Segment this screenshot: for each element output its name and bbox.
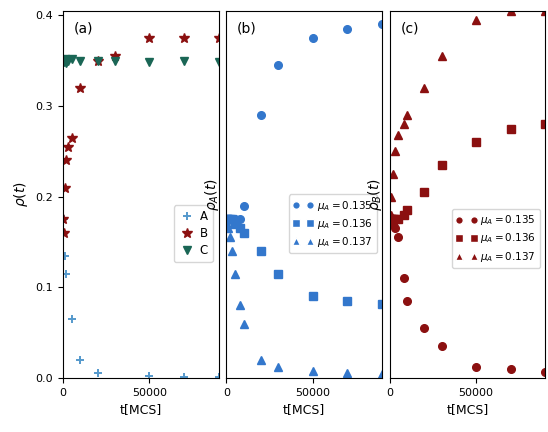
B xyxy=(112,54,118,59)
C xyxy=(146,60,153,65)
A xyxy=(181,375,187,380)
Y-axis label: $\rho(t)$: $\rho(t)$ xyxy=(12,181,30,207)
B xyxy=(146,35,153,41)
C xyxy=(112,58,118,63)
Y-axis label: $\rho_A(t)$: $\rho_A(t)$ xyxy=(203,178,221,211)
A xyxy=(63,271,70,276)
C xyxy=(61,56,68,61)
A xyxy=(61,253,68,258)
Legend: $\mu_A=0.135$, $\mu_A=0.136$, $\mu_A=0.137$: $\mu_A=0.135$, $\mu_A=0.136$, $\mu_A=0.1… xyxy=(289,194,376,253)
Line: C: C xyxy=(59,55,222,67)
A xyxy=(60,217,67,222)
X-axis label: t[MCS]: t[MCS] xyxy=(447,403,489,416)
B xyxy=(181,35,187,41)
A xyxy=(68,317,75,322)
B xyxy=(61,185,68,190)
A xyxy=(146,374,153,379)
A xyxy=(94,370,101,375)
B xyxy=(61,230,67,235)
C xyxy=(63,61,70,66)
B xyxy=(77,85,84,90)
Line: A: A xyxy=(60,216,222,381)
C xyxy=(181,58,187,63)
A xyxy=(215,375,222,380)
X-axis label: t[MCS]: t[MCS] xyxy=(283,403,326,416)
C xyxy=(60,58,67,63)
C xyxy=(215,60,222,65)
Y-axis label: $\rho_B(t)$: $\rho_B(t)$ xyxy=(366,178,384,211)
B xyxy=(63,158,70,163)
B xyxy=(215,35,222,41)
B xyxy=(94,58,101,63)
Text: (c): (c) xyxy=(401,22,419,36)
C xyxy=(77,58,84,63)
B xyxy=(68,135,75,140)
Text: (b): (b) xyxy=(237,22,257,36)
C xyxy=(68,56,75,61)
C xyxy=(61,60,67,65)
B xyxy=(65,144,71,149)
X-axis label: t[MCS]: t[MCS] xyxy=(119,403,162,416)
B xyxy=(60,217,67,222)
Line: B: B xyxy=(59,33,224,238)
Text: (a): (a) xyxy=(74,22,93,36)
A xyxy=(61,217,67,222)
Legend: A, B, C: A, B, C xyxy=(174,205,213,262)
A xyxy=(77,357,84,362)
C xyxy=(94,58,101,63)
C xyxy=(65,58,71,63)
Legend: $\mu_A=0.135$, $\mu_A=0.136$, $\mu_A=0.137$: $\mu_A=0.135$, $\mu_A=0.136$, $\mu_A=0.1… xyxy=(452,209,540,268)
